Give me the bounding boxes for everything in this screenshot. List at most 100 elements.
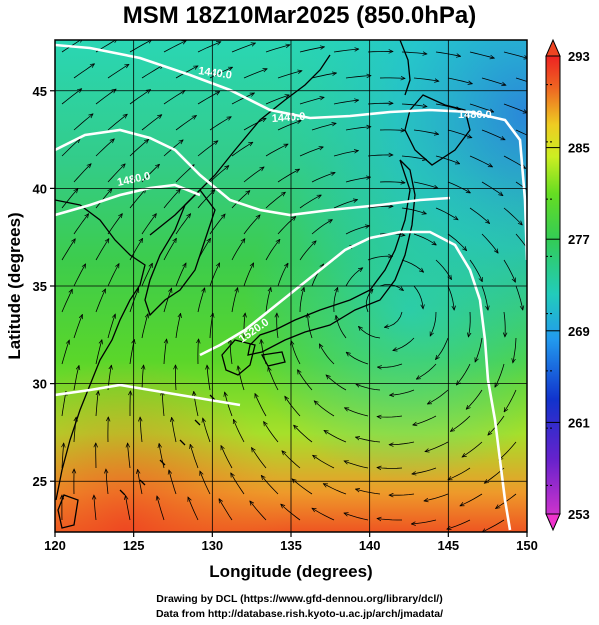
streamline-arrow — [231, 239, 245, 261]
x-axis-ticks: 120 125 130 135 140 145 150 — [44, 532, 538, 553]
wind-streamlines — [61, 40, 527, 532]
streamline-arrow — [231, 473, 245, 495]
streamline-arrow — [377, 363, 403, 367]
streamline-arrow — [503, 51, 527, 58]
streamline-arrow — [319, 344, 335, 365]
streamline-arrow — [230, 339, 232, 365]
streamline-arrow — [95, 189, 112, 209]
streamline-arrow — [277, 169, 300, 183]
streamline-arrow — [460, 493, 483, 506]
streamline-arrow — [231, 191, 250, 209]
streamline-arrow — [141, 314, 148, 339]
streamline-arrow — [416, 363, 437, 379]
streamline-arrow — [333, 49, 359, 53]
streamline-arrow — [515, 233, 527, 254]
streamline-arrow — [197, 42, 221, 53]
streamline-arrow — [377, 468, 403, 469]
streamline-arrow — [61, 89, 82, 105]
streamline-arrow — [268, 367, 279, 391]
streamline-arrow — [468, 311, 470, 337]
streamline-arrow — [285, 396, 301, 417]
streamline-arrow — [481, 233, 498, 253]
streamline-arrow — [233, 419, 245, 443]
streamline-arrow — [515, 77, 527, 82]
streamline-arrow — [207, 365, 211, 391]
streamline-arrow — [277, 217, 296, 235]
streamline-arrow — [291, 341, 301, 365]
streamline-arrow — [345, 127, 371, 131]
streamline-arrow — [424, 493, 449, 501]
streamline-arrow — [61, 139, 80, 157]
streamline-arrow — [73, 114, 93, 131]
streamline-arrow — [344, 513, 369, 521]
streamline-arrow — [412, 467, 437, 474]
streamline-arrow — [61, 289, 72, 313]
streamline-arrow — [61, 340, 69, 365]
streamline-arrow — [107, 264, 119, 287]
x-tick-label: 145 — [437, 538, 459, 553]
streamline-arrow — [504, 389, 517, 412]
streamline-arrow — [299, 147, 323, 157]
streamline-arrow — [95, 89, 116, 105]
colorbar-label: 261 — [568, 415, 590, 430]
streamline-arrow — [379, 78, 405, 79]
streamline-arrow — [219, 499, 233, 521]
streamline-arrow — [163, 288, 172, 313]
streamline-arrow — [513, 337, 517, 363]
streamline-arrow — [175, 313, 181, 339]
streamline-arrow — [194, 391, 199, 417]
x-tick-label: 150 — [516, 538, 538, 553]
streamline-arrow — [469, 259, 482, 282]
streamline-arrow — [390, 389, 415, 395]
y-tick-label: 35 — [33, 279, 47, 294]
colorbar: 253 261 269 277 285 293 — [545, 38, 590, 532]
streamline-arrow — [62, 443, 64, 469]
streamline-arrow — [200, 471, 211, 495]
streamline-arrow — [308, 314, 313, 339]
colorbar-min-arrow — [545, 513, 561, 532]
streamline-arrow — [197, 92, 220, 105]
streamline-arrow — [515, 181, 527, 191]
streamline-arrow — [430, 311, 437, 336]
streamline-arrow — [345, 408, 369, 417]
streamline-arrow — [243, 118, 266, 131]
y-axis-label: Latitude (degrees) — [5, 212, 24, 359]
streamline-arrow — [128, 443, 131, 469]
streamline-arrow — [198, 339, 199, 365]
x-tick-label: 125 — [123, 538, 145, 553]
streamline-arrow — [73, 64, 95, 79]
y-axis-ticks: 25 30 35 40 45 — [33, 84, 55, 489]
streamline-arrow — [73, 315, 82, 339]
streamline-arrow — [209, 66, 233, 79]
streamline-arrow — [367, 103, 393, 104]
streamline-arrow — [163, 238, 176, 261]
map-title: MSM 18Z10Mar2025 (850.0hPa) — [122, 2, 477, 29]
streamline-arrow — [231, 43, 255, 53]
streamline-arrow — [264, 422, 279, 443]
streamline-arrow — [311, 73, 337, 79]
streamline-arrow — [298, 370, 313, 391]
streamline-arrow — [435, 259, 452, 280]
streamline-arrow — [481, 285, 488, 310]
streamline-arrow — [95, 239, 109, 261]
streamline-arrow — [466, 389, 483, 409]
streamline-arrow — [326, 375, 347, 391]
streamline-arrow — [252, 448, 267, 469]
streamline-arrow — [425, 441, 449, 452]
x-tick-label: 140 — [359, 538, 381, 553]
streamline-arrow — [238, 366, 245, 391]
streamline-arrow — [95, 289, 106, 313]
streamline-arrow — [209, 117, 231, 131]
x-tick-label: 130 — [201, 538, 223, 553]
streamline-arrow — [456, 363, 471, 385]
streamline-arrow — [311, 123, 336, 131]
credit-drawing: Drawing by DCL (https://www.gfd-dennou.o… — [156, 593, 443, 605]
streamline-arrow — [356, 489, 381, 495]
streamline-arrow — [141, 115, 162, 131]
streamline-arrow — [377, 416, 403, 417]
streamline-arrow — [163, 339, 167, 365]
streamline-arrow — [203, 418, 211, 443]
streamline-arrow — [231, 288, 238, 313]
streamline-arrow — [401, 155, 427, 160]
streamline-arrow — [73, 164, 91, 183]
